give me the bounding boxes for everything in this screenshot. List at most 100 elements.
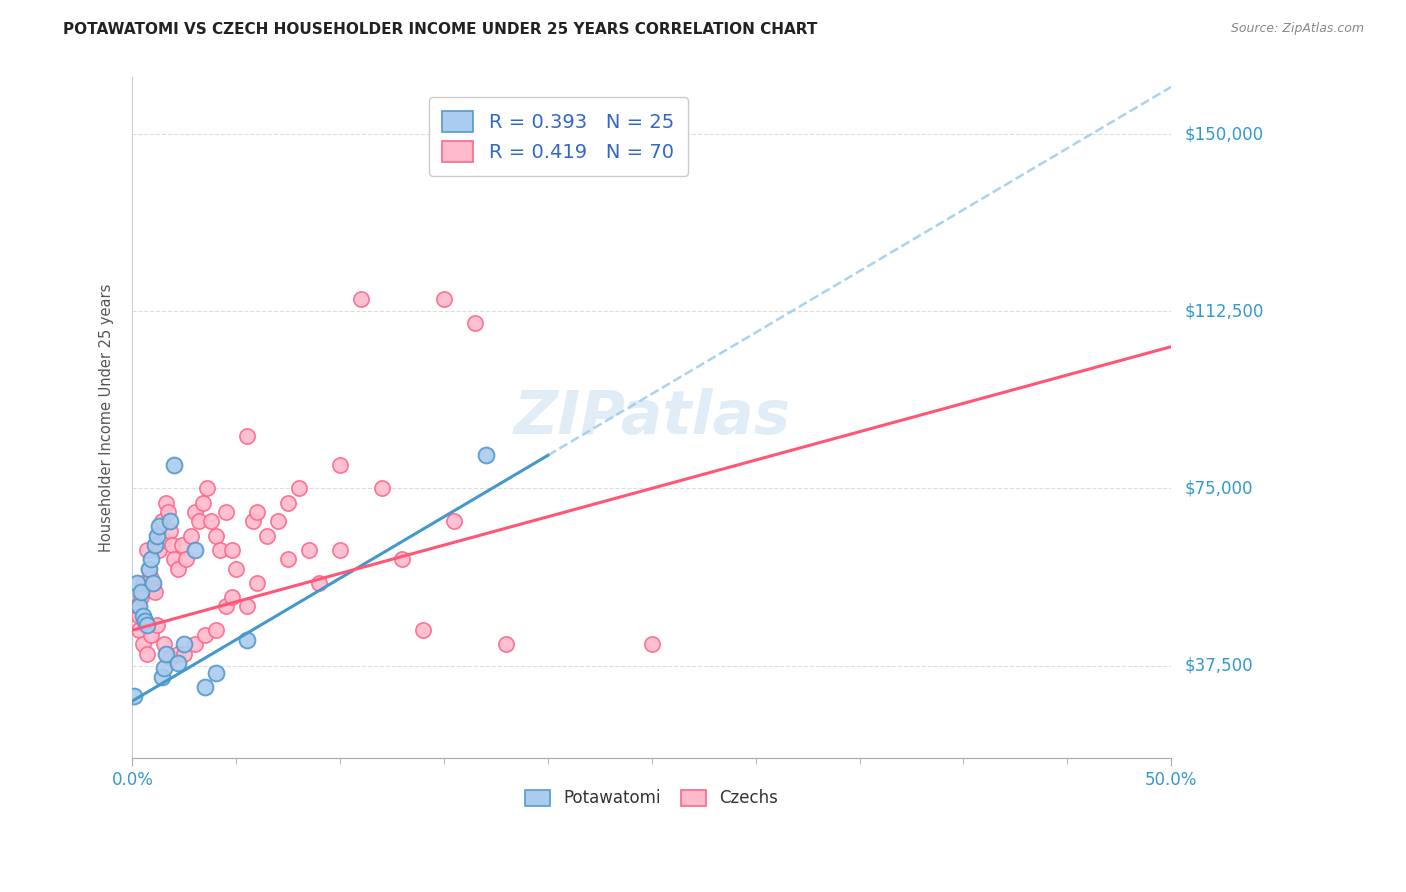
Point [125,575,148,590]
Point [474,448,496,462]
Point [246,505,269,519]
Point [159,515,181,529]
Point [235,632,257,647]
Point [159,524,181,538]
Point [215,505,238,519]
Point [136,542,159,557]
Point [495,637,517,651]
Point [221,590,243,604]
Point [242,515,264,529]
Point [308,575,330,590]
Point [152,637,174,651]
Point [256,528,278,542]
Point [246,575,269,590]
Point [163,552,186,566]
Point [235,599,257,614]
Point [172,538,194,552]
Point [139,628,162,642]
Point [128,623,150,637]
Point [136,618,159,632]
Text: Source: ZipAtlas.com: Source: ZipAtlas.com [1230,22,1364,36]
Point [464,316,486,330]
Point [184,542,207,557]
Point [277,552,299,566]
Point [298,542,321,557]
Point [148,519,170,533]
Text: ZIPatlas: ZIPatlas [513,388,790,447]
Point [235,429,257,443]
Point [329,458,352,472]
Point [204,528,226,542]
Point [641,637,664,651]
Point [350,293,373,307]
Point [142,581,165,595]
Point [173,647,195,661]
Point [287,482,309,496]
Point [132,575,155,590]
Text: $150,000: $150,000 [1185,125,1264,143]
Point [143,538,166,552]
Point [124,690,146,704]
Point [146,528,169,542]
Text: POTAWATOMI VS CZECH HOUSEHOLDER INCOME UNDER 25 YEARS CORRELATION CHART: POTAWATOMI VS CZECH HOUSEHOLDER INCOME U… [63,22,818,37]
Point [129,585,152,599]
Point [155,495,177,509]
Point [143,585,166,599]
Point [146,528,169,542]
Point [138,562,160,576]
Point [370,482,392,496]
Point [139,571,162,585]
Point [184,637,207,651]
Point [176,552,198,566]
Point [195,482,218,496]
Point [125,599,148,614]
Point [329,542,352,557]
Point [146,618,169,632]
Point [132,637,155,651]
Point [129,590,152,604]
Point [139,552,162,566]
Point [156,505,179,519]
Point [443,515,465,529]
Point [200,515,222,529]
Point [277,495,299,509]
Point [138,562,160,576]
Point [167,656,190,670]
Point [128,599,150,614]
Y-axis label: Householder Income Under 25 years: Householder Income Under 25 years [100,284,114,552]
Point [204,665,226,680]
Legend: Potawatomi, Czechs: Potawatomi, Czechs [519,782,785,814]
Point [194,680,217,694]
Point [391,552,413,566]
Point [221,542,243,557]
Point [150,515,173,529]
Point [142,575,165,590]
Point [412,623,434,637]
Point [180,528,202,542]
Point [159,651,181,665]
Point [136,647,159,661]
Point [433,293,456,307]
Point [152,533,174,548]
Point [134,614,156,628]
Point [194,628,217,642]
Point [173,637,195,651]
Point [225,562,247,576]
Point [160,538,183,552]
Text: $75,000: $75,000 [1185,479,1254,498]
Text: $37,500: $37,500 [1185,657,1254,674]
Point [163,458,186,472]
Point [204,623,226,637]
Point [191,495,214,509]
Point [155,647,177,661]
Point [208,542,231,557]
Point [215,599,238,614]
Point [184,505,207,519]
Point [128,609,150,624]
Point [148,542,170,557]
Point [267,515,290,529]
Point [134,614,156,628]
Text: $112,500: $112,500 [1185,302,1264,320]
Point [187,515,209,529]
Point [152,661,174,675]
